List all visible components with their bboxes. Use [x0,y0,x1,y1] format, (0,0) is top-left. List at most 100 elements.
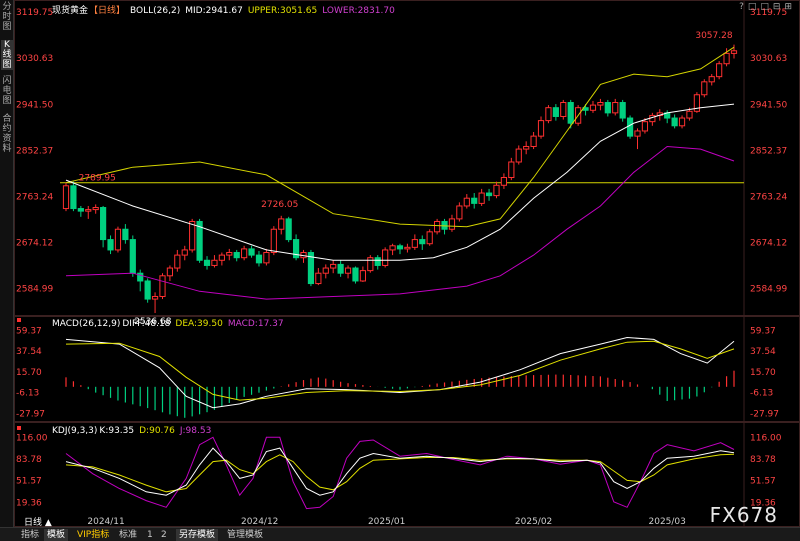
price-axis-label-left: 2763.24 [16,193,53,203]
candle-body [567,102,574,124]
candle-body [241,248,248,259]
candle-body [270,228,277,254]
kdj-axis-label-left: 19.36 [16,498,42,508]
date-label: 2025/03 [649,517,686,527]
kdj-d: D:90.76 [139,426,175,436]
window-icon[interactable]: □ [747,2,757,12]
macd-axis-label-left: 59.37 [16,326,42,336]
kline-tab[interactable]: K线图 [1,40,13,70]
timeline-tab[interactable]: 分时图 [2,2,12,32]
plus-icon[interactable]: ⊞ [784,2,792,12]
chart-canvas[interactable]: 3119.75 3119.75 3030.63 3030.63 2941.50 2941.… [14,0,800,527]
candle-body [389,245,396,251]
candle-body [537,120,545,137]
candle-body [626,117,634,137]
candle-body [285,218,292,241]
price-axis-label-left: 2674.12 [16,239,53,249]
kdj-d-line [65,453,735,493]
macd-axis-label: 59.37 [750,326,776,336]
kdj-axis-label-left: 116.00 [16,433,48,443]
candle-body [144,280,151,300]
candle-body [404,246,411,250]
date-label: 2024/11 [87,517,124,527]
tab-standard[interactable]: 标准 [119,530,138,540]
main-legend: 现货黄金【日线】 BOLL(26,2) MID:2941.67 UPPER:3051.… [52,3,400,16]
macd-diff-line [65,336,735,409]
candle-body [612,102,619,114]
macd-axis-label-left: -27.97 [16,409,45,419]
candle-body [686,110,693,119]
candle-body [226,252,233,256]
candle-body [151,295,159,300]
candle-body [114,228,122,251]
chart-area[interactable]: 3119.75 3119.75 3030.63 3030.63 2941.50 2941.… [14,0,800,527]
tab-save-template[interactable]: 另存模板 [176,529,219,541]
candle-body [129,239,136,274]
macd-legend: MACD(26,12,9) DIFF:48.18 DEA:39.50 MACD:17.… [52,319,289,329]
candle-body [203,259,211,266]
price-axis-label: 2674.12 [750,239,787,249]
candle-body [604,102,611,114]
candle-body [500,177,508,186]
candle-body [315,272,322,285]
boll-lower-line [65,145,735,300]
help-icon[interactable]: ? [739,2,744,12]
flash-tab[interactable]: 闪电图 [2,76,12,106]
candle-body [359,270,366,282]
macd-value: MACD:17.37 [227,319,284,329]
candle-body [255,254,263,264]
tab-2[interactable]: 2 [161,530,167,540]
candle-body [545,107,552,122]
tab-vip-indicator[interactable]: VIP指标 [77,530,110,540]
candle-body [211,259,218,266]
candle-body [248,248,255,256]
candle-body [122,228,129,241]
candle-body [723,52,730,65]
boll-lower: LOWER:2831.70 [322,6,395,16]
candle-body [716,63,723,78]
candle-body [471,197,478,204]
candle-body [344,267,352,274]
candle-body [671,117,678,127]
tab-template[interactable]: 模板 [44,529,69,541]
hline-price-label: 2789.95 [79,174,116,184]
candle-body [263,252,270,264]
low-price-label: 2536.68 [134,317,171,327]
candle-body [62,185,70,210]
boll-label: BOLL(26,2) [130,6,181,16]
price-axis-label: 2941.50 [750,100,787,110]
macd-axis-label: 15.70 [750,368,776,378]
candle-body [374,257,381,266]
kdj-k: K:93.35 [99,426,135,436]
kdj-j: J:98.53 [179,426,212,436]
price-axis-label-left: 3119.75 [16,8,53,18]
candle-body [634,130,641,137]
price-axis-label: 3030.63 [750,54,787,64]
kdj-axis-label: 116.00 [750,433,782,443]
macd-axis-label-left: 15.70 [16,368,42,378]
tab-1[interactable]: 1 [147,530,153,540]
candle-body [181,249,188,256]
candle-body [701,81,708,96]
candle-body [530,135,537,147]
candle-body [70,185,77,210]
candle-body [693,94,700,112]
contract-info-tab[interactable]: 合约资料 [2,114,12,154]
candle-body [411,239,418,248]
candle-body [708,76,715,83]
macd-dea-line [65,340,735,401]
tab-indicator[interactable]: 指标 [21,530,40,540]
macd-marker-icon [17,318,21,322]
minus-icon[interactable]: ⊟ [772,2,781,12]
kdj-legend: KDJ(9,3,3) K:93.35 D:90.76 J:98.53 [52,426,216,436]
kdj-axis-label-left: 51.57 [16,477,42,487]
period-indicator[interactable]: 日线 ▲ [24,518,52,528]
candle-body [493,184,500,197]
price-axis-label: 2763.24 [750,193,787,203]
candle-body [159,275,166,297]
restore-icon[interactable]: □ [760,2,769,12]
candle-body [337,263,344,274]
candle-body [478,192,485,204]
candle-body [77,208,84,212]
tab-manage-template[interactable]: 管理模板 [227,530,264,540]
